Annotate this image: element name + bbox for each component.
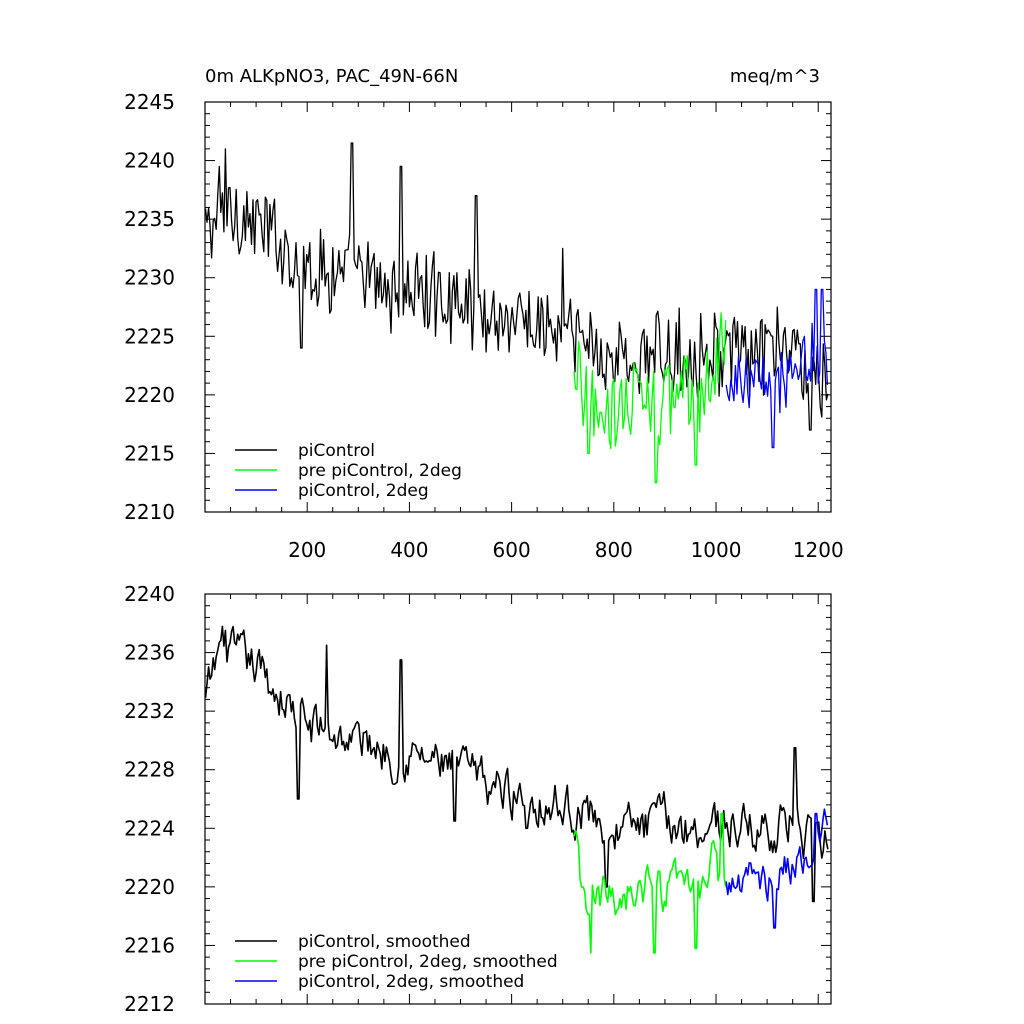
y-tick-label: 2225 bbox=[124, 324, 175, 348]
units-label: meq/m^3 bbox=[730, 66, 820, 87]
plot-frame bbox=[204, 593, 832, 1005]
y-tick-label: 2224 bbox=[124, 816, 175, 840]
tick-layer: 2210 2215 2220 2225 2230 2235 2240 2245 200 400 60… bbox=[124, 90, 844, 562]
legend-label: piControl, 2deg, smoothed bbox=[298, 972, 524, 992]
series-layer bbox=[204, 142, 829, 484]
y-tick-label: 2240 bbox=[124, 149, 175, 173]
y-tick-label: 2215 bbox=[124, 441, 175, 465]
series-line bbox=[725, 288, 829, 449]
x-tick-label: 600 bbox=[493, 538, 531, 562]
plot-frame bbox=[204, 101, 832, 513]
top-panel: 0m ALKpNO3, PAC_49N-66N meq/m^3 2210 2215… bbox=[124, 66, 844, 562]
legend-label: piControl bbox=[298, 441, 375, 461]
x-tick-label: 400 bbox=[390, 538, 428, 562]
y-tick-label: 2245 bbox=[124, 90, 175, 114]
series-line bbox=[573, 312, 727, 484]
y-tick-label: 2220 bbox=[124, 383, 175, 407]
legend-label: piControl, 2deg bbox=[298, 481, 429, 501]
y-tick-label: 2230 bbox=[124, 266, 175, 290]
series-line bbox=[204, 625, 829, 903]
series-line bbox=[725, 808, 829, 929]
y-tick-label: 2212 bbox=[124, 992, 175, 1016]
y-tick-label: 2216 bbox=[124, 933, 175, 957]
y-tick-label: 2236 bbox=[124, 641, 175, 665]
series-line bbox=[573, 812, 727, 954]
y-tick-label: 2220 bbox=[124, 875, 175, 899]
y-tick-label: 2228 bbox=[124, 758, 175, 782]
chart-title: 0m ALKpNO3, PAC_49N-66N bbox=[205, 66, 458, 87]
x-tick-label: 1000 bbox=[691, 538, 742, 562]
y-tick-label: 2232 bbox=[124, 699, 175, 723]
bottom-panel: 2212 2216 2220 2224 2228 2232 2236 2240 piContr… bbox=[124, 582, 832, 1016]
x-tick-label: 800 bbox=[595, 538, 633, 562]
y-tick-label: 2240 bbox=[124, 582, 175, 606]
legend-label: pre piControl, 2deg bbox=[298, 461, 462, 481]
legend-label: pre piControl, 2deg, smoothed bbox=[298, 952, 558, 972]
y-tick-label: 2210 bbox=[124, 500, 175, 524]
series-layer bbox=[204, 625, 829, 954]
tick-layer: 2212 2216 2220 2224 2228 2232 2236 2240 bbox=[124, 582, 831, 1016]
x-tick-label: 1200 bbox=[793, 538, 844, 562]
y-tick-label: 2235 bbox=[124, 207, 175, 231]
x-tick-label: 200 bbox=[288, 538, 326, 562]
legend-label: piControl, smoothed bbox=[298, 932, 471, 952]
